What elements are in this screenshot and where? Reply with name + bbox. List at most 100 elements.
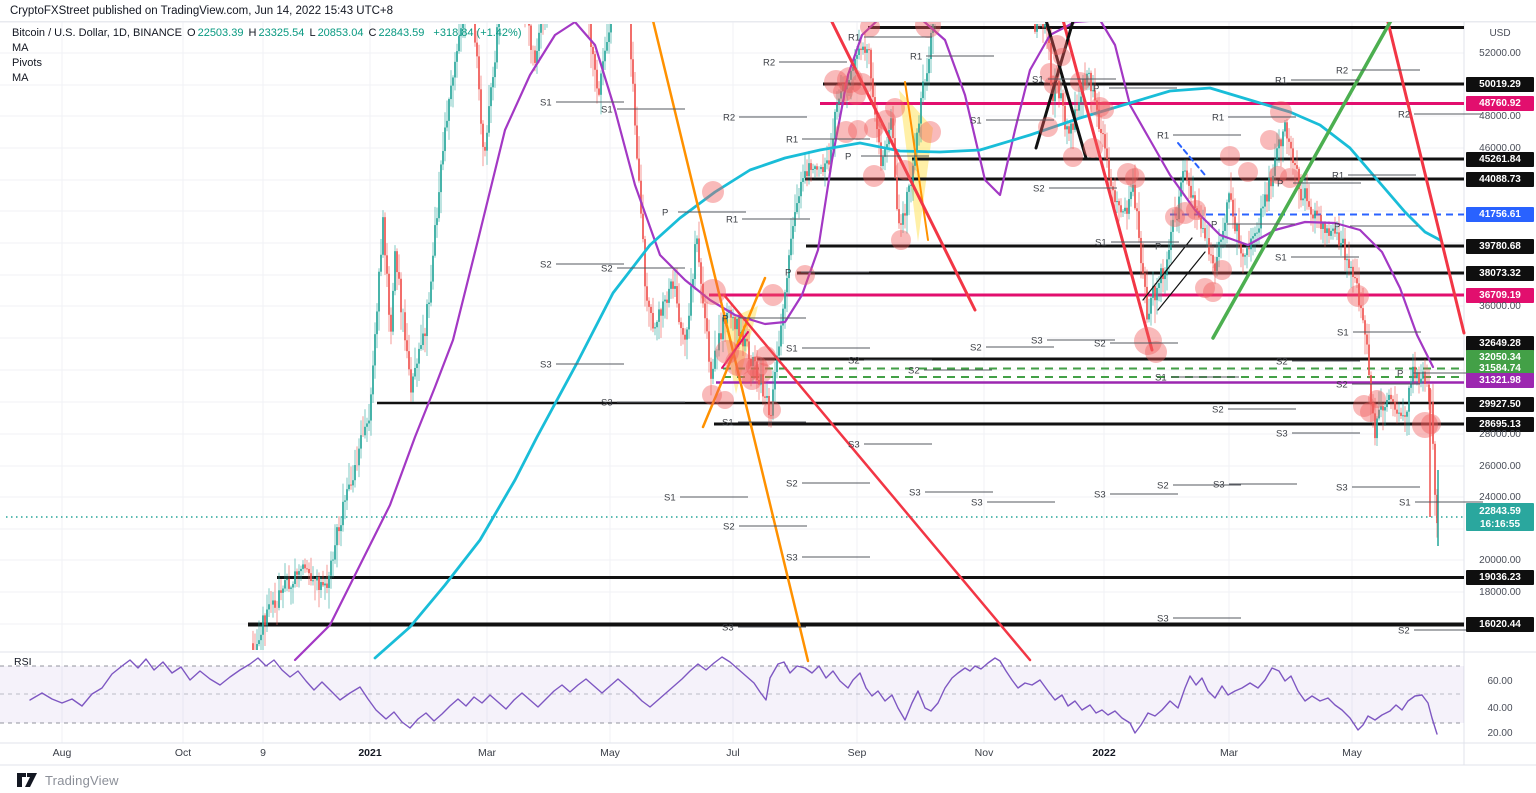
trendline[interactable] — [646, 0, 810, 663]
indicator-pivots[interactable]: Pivots — [12, 57, 42, 69]
time-axis-month-label[interactable]: Aug — [52, 747, 72, 759]
red-circle-marker[interactable] — [1063, 147, 1083, 167]
red-circle-marker[interactable] — [1134, 327, 1162, 355]
red-circle-marker[interactable] — [756, 346, 776, 366]
trendline[interactable] — [1384, 12, 1466, 335]
trendline[interactable] — [1142, 237, 1193, 301]
candle-body — [1134, 184, 1136, 209]
time-axis-month-label[interactable]: Oct — [174, 747, 192, 759]
red-circle-marker[interactable] — [1412, 412, 1438, 438]
red-circle-marker[interactable] — [735, 358, 759, 382]
time-axis-month-label[interactable]: May — [1342, 747, 1362, 759]
red-circle-marker[interactable] — [1203, 282, 1223, 302]
time-axis-month-label[interactable]: Jul — [726, 747, 740, 759]
red-circle-marker[interactable] — [860, 17, 880, 37]
red-circle-marker[interactable] — [1368, 390, 1386, 408]
time-axis-month-label[interactable]: Sep — [847, 747, 867, 759]
red-circle-marker[interactable] — [1165, 207, 1185, 227]
candle-body — [756, 361, 758, 381]
candle-body — [400, 278, 402, 313]
red-circle-marker[interactable] — [1220, 146, 1240, 166]
red-circle-marker[interactable] — [1421, 414, 1441, 434]
red-circle-marker[interactable] — [1038, 117, 1058, 137]
red-circle-marker[interactable] — [1044, 76, 1062, 94]
red-circle-marker[interactable] — [795, 265, 815, 285]
red-circle-marker[interactable] — [876, 110, 896, 130]
symbol-row[interactable]: Bitcoin / U.S. Dollar, 1D, BINANCE O 2250… — [12, 27, 524, 41]
trendline[interactable] — [1177, 142, 1206, 176]
trendline[interactable] — [904, 81, 929, 241]
red-circle-marker[interactable] — [1212, 260, 1232, 280]
red-circle-marker[interactable] — [746, 356, 768, 378]
trendline[interactable] — [830, 20, 977, 312]
red-circle-marker[interactable] — [1360, 402, 1380, 422]
red-circle-marker[interactable] — [846, 85, 866, 105]
red-circle-marker[interactable] — [864, 118, 884, 138]
red-circle-marker[interactable] — [848, 120, 868, 140]
trendline[interactable] — [1061, 18, 1154, 352]
tradingview-logo[interactable]: TradingView — [16, 770, 119, 790]
red-circle-marker[interactable] — [885, 98, 905, 118]
price-scale[interactable]: USD 52000.00 50019.29 48760.92 48000.00 46000… — [1466, 0, 1536, 793]
red-circle-marker[interactable] — [752, 363, 772, 383]
trendline[interactable] — [1211, 6, 1400, 340]
red-circle-marker[interactable] — [762, 284, 784, 306]
red-circle-marker[interactable] — [1040, 63, 1060, 83]
red-circle-marker[interactable] — [1174, 202, 1196, 224]
yellow-wedge-shape[interactable] — [899, 90, 933, 242]
trendline[interactable] — [1034, 16, 1076, 150]
red-circle-marker[interactable] — [863, 165, 885, 187]
trendline[interactable] — [1044, 18, 1088, 160]
symbol-title[interactable]: Bitcoin / U.S. Dollar, 1D, BINANCE — [12, 27, 182, 39]
red-circle-marker[interactable] — [700, 279, 726, 305]
trendline[interactable] — [722, 293, 1032, 662]
rsi-pane-label[interactable]: RSI — [14, 656, 32, 668]
red-circle-marker[interactable] — [725, 350, 751, 376]
time-axis-year-label[interactable]: 2022 — [1092, 747, 1116, 759]
indicator-ma-2[interactable]: MA — [12, 72, 29, 84]
red-circle-marker[interactable] — [1070, 72, 1090, 92]
red-circle-marker[interactable] — [763, 401, 781, 419]
red-circle-marker[interactable] — [716, 391, 734, 409]
red-circle-marker[interactable] — [1117, 163, 1139, 185]
trendline[interactable] — [721, 331, 749, 369]
red-circle-marker[interactable] — [1047, 35, 1067, 55]
red-circle-marker[interactable] — [1083, 138, 1103, 158]
red-circle-marker[interactable] — [891, 230, 911, 250]
time-axis-month-label[interactable]: Mar — [1219, 747, 1239, 759]
red-circle-marker[interactable] — [833, 82, 853, 102]
red-circle-marker[interactable] — [1125, 168, 1145, 188]
red-circle-marker[interactable] — [1186, 200, 1206, 220]
trendline[interactable] — [1157, 251, 1206, 311]
red-circle-marker[interactable] — [702, 181, 724, 203]
red-circle-marker[interactable] — [919, 121, 941, 143]
time-axis-month-label[interactable]: Nov — [974, 747, 994, 759]
red-circle-marker[interactable] — [1096, 101, 1114, 119]
indicator-ma-1[interactable]: MA — [12, 42, 29, 54]
red-circle-marker[interactable] — [1353, 395, 1375, 417]
time-axis-month-label[interactable]: Mar — [477, 747, 497, 759]
time-axis-month-label[interactable]: 9 — [260, 747, 266, 759]
red-circle-marker[interactable] — [835, 121, 857, 143]
red-circle-marker[interactable] — [1347, 285, 1369, 307]
red-circle-marker[interactable] — [1053, 48, 1071, 66]
red-circle-marker[interactable] — [1145, 341, 1167, 363]
red-circle-marker[interactable] — [742, 370, 762, 390]
red-circle-marker[interactable] — [702, 385, 722, 405]
red-circle-marker[interactable] — [715, 340, 739, 364]
red-circle-marker[interactable] — [1269, 166, 1287, 184]
red-circle-marker[interactable] — [851, 73, 873, 95]
red-circle-marker[interactable] — [895, 160, 915, 180]
red-circle-marker[interactable] — [837, 67, 863, 93]
red-circle-marker[interactable] — [1260, 130, 1280, 150]
red-circle-marker[interactable] — [1195, 278, 1215, 298]
time-axis-year-label[interactable]: 2021 — [358, 747, 382, 759]
red-circle-marker[interactable] — [824, 70, 848, 94]
red-circle-marker[interactable] — [1270, 101, 1292, 123]
time-axis[interactable]: Aug Oct 9 2021 Mar May Jul Sep Nov 2022 Mar May — [0, 744, 1464, 765]
time-axis-month-label[interactable]: May — [600, 747, 620, 759]
red-circle-marker[interactable] — [1090, 97, 1110, 117]
red-circle-marker[interactable] — [1238, 162, 1258, 182]
